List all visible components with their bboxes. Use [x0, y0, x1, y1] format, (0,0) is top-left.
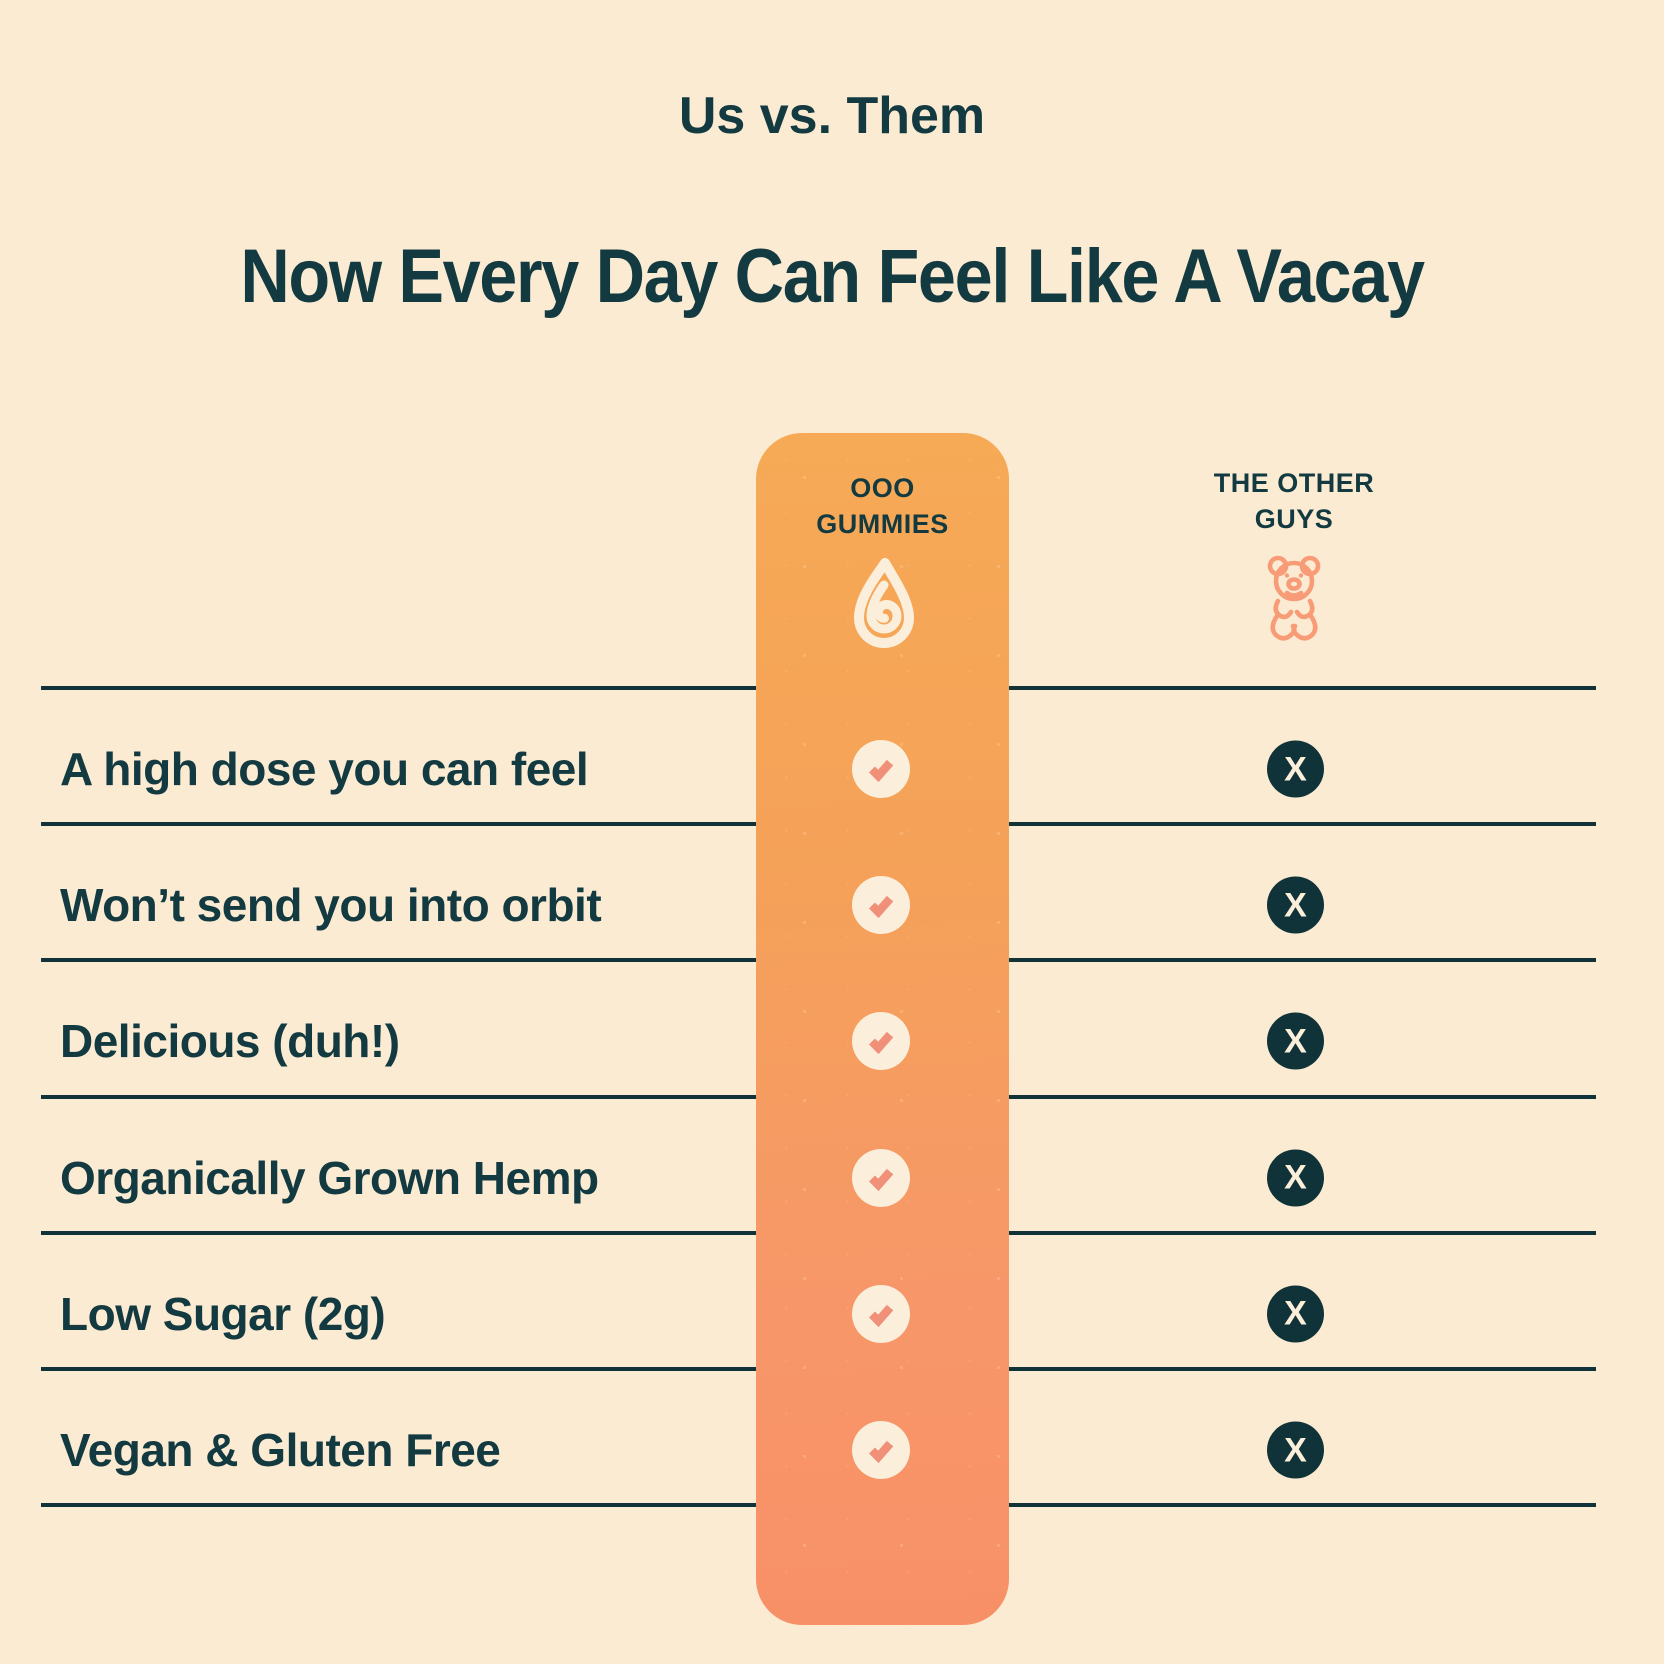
table-row: Won’t send you into orbit X — [41, 824, 1596, 960]
other-guys-column: THE OTHER GUYS — [1154, 466, 1434, 645]
x-icon: X — [1267, 1285, 1324, 1343]
gummy-bear-icon — [1267, 555, 1321, 641]
check-icon — [852, 740, 910, 799]
eyebrow-title: Us vs. Them — [678, 87, 986, 145]
check-icon — [852, 1012, 910, 1071]
feature-label: Delicious (duh!) — [60, 1015, 400, 1068]
feature-label: Won’t send you into orbit — [60, 879, 602, 932]
x-glyph: X — [1284, 1294, 1307, 1333]
x-glyph: X — [1284, 750, 1307, 789]
x-glyph: X — [1284, 886, 1307, 925]
x-icon: X — [1267, 1012, 1324, 1070]
table-row: Low Sugar (2g) X — [41, 1233, 1596, 1369]
table-row: Delicious (duh!) X — [41, 960, 1596, 1096]
feature-label: Organically Grown Hemp — [60, 1151, 599, 1204]
check-icon — [852, 876, 910, 935]
droplet-logo-icon — [853, 558, 914, 649]
feature-label: Vegan & Gluten Free — [60, 1424, 501, 1477]
feature-label: A high dose you can feel — [60, 743, 589, 796]
x-glyph: X — [1284, 1158, 1307, 1197]
x-icon: X — [1267, 876, 1324, 934]
x-glyph: X — [1284, 1431, 1307, 1470]
table-row: A high dose you can feel X — [41, 688, 1596, 824]
check-icon — [852, 1421, 910, 1480]
table-row: Vegan & Gluten Free X — [41, 1369, 1596, 1505]
check-icon — [852, 1148, 910, 1207]
other-guys-column-header: THE OTHER GUYS — [1213, 468, 1375, 534]
page-title: Now Every Day Can Feel Like A Vacay — [240, 234, 1425, 319]
feature-label: Low Sugar (2g) — [60, 1287, 386, 1340]
x-glyph: X — [1284, 1022, 1307, 1061]
check-icon — [852, 1284, 910, 1343]
x-icon: X — [1267, 740, 1324, 798]
x-icon: X — [1267, 1421, 1324, 1479]
ooo-gummies-column-header: OOO GUMMIES — [816, 473, 949, 539]
x-icon: X — [1267, 1149, 1324, 1207]
table-row: Organically Grown Hemp X — [41, 1097, 1596, 1233]
comparison-rows: A high dose you can feel X Won’t send yo… — [41, 688, 1596, 1505]
